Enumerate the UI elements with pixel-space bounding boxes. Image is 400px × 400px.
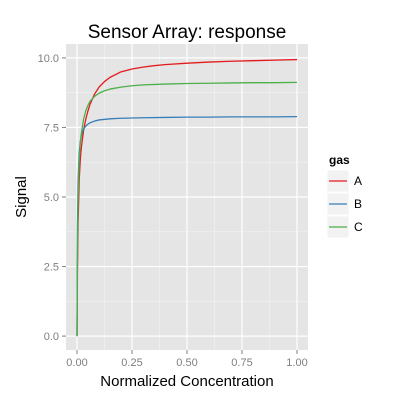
x-axis-label: Normalized Concentration: [100, 373, 273, 390]
legend-label-a: A: [354, 174, 362, 188]
series-line-a: [76, 58, 298, 337]
chart-title: Sensor Array: response: [88, 22, 287, 43]
y-tick-label: 7.5: [44, 122, 59, 134]
y-tick-label: 2.5: [44, 262, 59, 274]
y-tick-label: 0.0: [44, 331, 59, 343]
x-tick-label: 1.00: [286, 357, 307, 369]
x-tick-label: 0.25: [121, 357, 142, 369]
x-tick-label: 0.00: [66, 357, 87, 369]
y-axis-label: Signal: [13, 176, 30, 218]
x-tick-label: 0.75: [231, 357, 252, 369]
legend: gas ABC: [326, 153, 363, 239]
x-axis: 0.00 0.25 0.50 0.75 1.00: [66, 350, 308, 369]
legend-label-b: B: [354, 197, 362, 211]
legend-title: gas: [329, 153, 350, 167]
y-axis: 0.0 2.5 5.0 7.5 10.0: [38, 53, 66, 343]
series-line-c: [76, 81, 298, 337]
legend-label-c: C: [354, 220, 363, 234]
y-tick-label: 5.0: [44, 192, 59, 204]
y-tick-label: 10.0: [38, 53, 59, 65]
series-layer: [76, 58, 298, 337]
x-tick-label: 0.50: [176, 357, 197, 369]
